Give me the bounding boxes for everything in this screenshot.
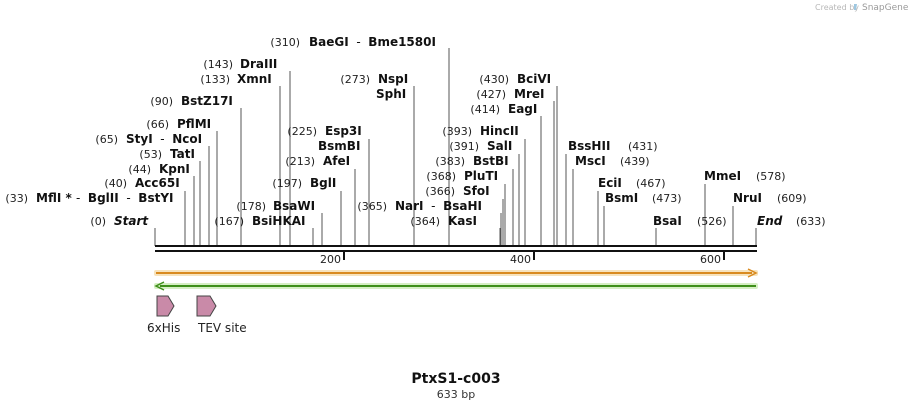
- site-pos: (197): [272, 177, 302, 190]
- enzyme-labels: (310) BaeGI - Bme1580I (143) DraIII (133…: [5, 35, 825, 228]
- site-pos: (0): [90, 215, 106, 228]
- site-pos: (427): [476, 88, 506, 101]
- site-label[interactable]: BssHII: [568, 139, 610, 153]
- feature-label: 6xHis: [147, 321, 180, 335]
- site-label[interactable]: BciVI: [517, 72, 551, 86]
- site-label[interactable]: BstBI: [473, 154, 509, 168]
- feature-arrow-icon: [156, 295, 175, 317]
- site-label[interactable]: MreI: [514, 87, 544, 101]
- site-pos: (65): [95, 133, 118, 146]
- site-label[interactable]: PluTI: [464, 169, 498, 183]
- site-label[interactable]: BaeGI - Bme1580I: [309, 35, 436, 49]
- end-marker: End: [757, 214, 783, 228]
- site-label[interactable]: Acc65I: [135, 176, 180, 190]
- site-pos: (526): [697, 215, 727, 228]
- reverse-strand-arrow[interactable]: [154, 281, 758, 291]
- site-pos: (273): [340, 73, 370, 86]
- site-label[interactable]: KasI: [448, 214, 477, 228]
- site-pos: (383): [435, 155, 465, 168]
- site-label[interactable]: SalI: [487, 139, 512, 153]
- site-pos: (578): [756, 170, 786, 183]
- site-label[interactable]: MmeI: [704, 169, 741, 183]
- site-label[interactable]: EagI: [508, 102, 537, 116]
- site-label[interactable]: DraIII: [240, 57, 277, 71]
- site-label[interactable]: EciI: [598, 176, 622, 190]
- site-pos: (53): [139, 148, 162, 161]
- site-label[interactable]: BsmBI: [318, 139, 360, 153]
- site-pos: (90): [150, 95, 173, 108]
- map-title: PtxS1-c003: [411, 371, 500, 387]
- site-pos: (467): [636, 177, 666, 190]
- site-label[interactable]: AfeI: [323, 154, 350, 168]
- enzyme-leader-lines: [154, 48, 757, 246]
- site-label[interactable]: SfoI: [463, 184, 490, 198]
- site-label[interactable]: NruI: [733, 191, 762, 205]
- site-pos: (143): [203, 58, 233, 71]
- feature-6xhis[interactable]: 6xHis: [147, 295, 180, 335]
- site-label[interactable]: KpnI: [159, 162, 190, 176]
- site-pos: (44): [128, 163, 151, 176]
- ruler-tick-label: 200: [320, 253, 341, 266]
- site-label[interactable]: Esp3I: [325, 124, 362, 138]
- site-pos: (366): [425, 185, 455, 198]
- site-label[interactable]: NspI: [378, 72, 408, 86]
- site-pos: (391): [449, 140, 479, 153]
- site-pos: (213): [285, 155, 315, 168]
- site-label[interactable]: StyI - NcoI: [126, 132, 202, 146]
- site-label[interactable]: BsaWI: [273, 199, 315, 213]
- site-pos: (40): [104, 177, 127, 190]
- site-pos: (33): [5, 192, 28, 205]
- site-pos: (310): [270, 36, 300, 49]
- site-label[interactable]: SphI: [376, 87, 406, 101]
- site-label[interactable]: BsmI: [605, 191, 638, 205]
- site-pos: (633): [796, 215, 826, 228]
- ruler-tick-label: 600: [700, 253, 721, 266]
- site-label[interactable]: XmnI: [237, 72, 272, 86]
- snapgene-logo-icon: [854, 4, 857, 10]
- site-pos: (414): [470, 103, 500, 116]
- site-pos: (430): [479, 73, 509, 86]
- feature-tev-site[interactable]: TEV site: [196, 295, 247, 335]
- site-label[interactable]: HincII: [480, 124, 519, 138]
- site-label[interactable]: BstZ17I: [181, 94, 233, 108]
- site-label[interactable]: BsiHKAI: [252, 214, 306, 228]
- feature-label: TEV site: [197, 321, 247, 335]
- ruler-tick-label: 400: [510, 253, 531, 266]
- site-pos: (178): [236, 200, 266, 213]
- site-pos: (133): [200, 73, 230, 86]
- site-pos: (393): [442, 125, 472, 138]
- site-pos: (439): [620, 155, 650, 168]
- forward-strand-arrow[interactable]: [154, 268, 758, 278]
- site-label[interactable]: NarI - BsaHI: [395, 199, 482, 213]
- site-pos: (225): [287, 125, 317, 138]
- site-label[interactable]: BsaI: [653, 214, 682, 228]
- credit-prefix: Created by: [815, 3, 859, 12]
- site-pos: (167): [214, 215, 244, 228]
- site-pos: (365): [357, 200, 387, 213]
- site-label[interactable]: PflMI: [177, 117, 211, 131]
- start-marker: Start: [114, 214, 149, 228]
- site-pos: (368): [426, 170, 456, 183]
- site-pos: (431): [628, 140, 658, 153]
- site-pos: (364): [410, 215, 440, 228]
- site-pos: (66): [146, 118, 169, 131]
- site-label[interactable]: MscI: [575, 154, 606, 168]
- map-length: 633 bp: [437, 388, 475, 401]
- feature-arrow-icon: [196, 295, 217, 317]
- ruler: 200 400 600: [320, 252, 725, 266]
- site-pos: (473): [652, 192, 682, 205]
- site-label[interactable]: BglI: [310, 176, 336, 190]
- dna-backbone: [155, 245, 757, 252]
- site-pos: (609): [777, 192, 807, 205]
- site-label[interactable]: TatI: [170, 147, 195, 161]
- credit-brand: SnapGene: [862, 3, 909, 13]
- site-label[interactable]: MflI * - BglII - BstYI: [36, 191, 173, 205]
